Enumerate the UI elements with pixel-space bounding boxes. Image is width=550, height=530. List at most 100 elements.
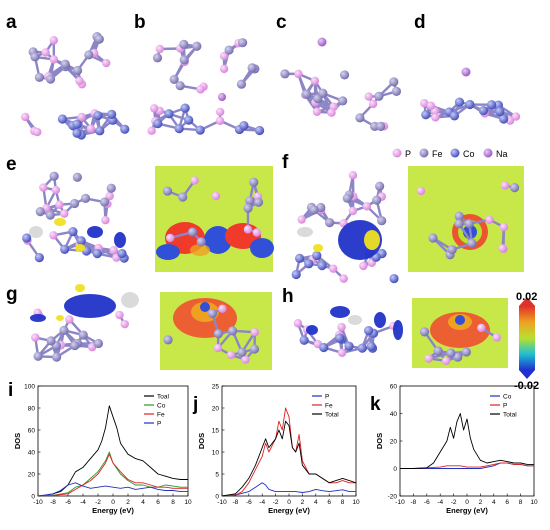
x-tick-label: 10	[184, 499, 192, 506]
metal-atom	[325, 218, 335, 228]
metal-atom	[294, 253, 305, 264]
p-atom	[190, 176, 199, 185]
metal-atom	[453, 352, 463, 362]
p-atom	[362, 202, 372, 211]
density-map-f	[408, 166, 524, 272]
plot-frame	[221, 385, 357, 497]
x-tick-label: 4	[492, 499, 496, 506]
metal-atom	[236, 79, 247, 89]
density-lobe	[374, 312, 386, 328]
metal-atom	[72, 119, 82, 129]
p-atom	[215, 107, 225, 117]
density-lobe	[297, 227, 313, 237]
metal-atom	[478, 106, 489, 116]
y-tick-label: 40	[28, 449, 36, 456]
metal-atom	[207, 308, 218, 319]
density-lobe	[348, 315, 362, 325]
p-atom	[75, 76, 84, 86]
y-tick-label: 20	[212, 405, 220, 412]
p-atom	[49, 36, 59, 45]
p-atom	[102, 58, 111, 68]
panel-label-g: g	[6, 284, 18, 305]
metal-atom	[80, 193, 91, 204]
x-tick-label: -10	[217, 499, 227, 506]
metal-atom	[421, 110, 431, 120]
metal-atom	[344, 341, 354, 351]
legend-swatch-co	[450, 148, 460, 158]
metal-atom	[245, 196, 255, 206]
metal-atom	[486, 100, 497, 110]
metal-atom	[454, 97, 465, 107]
metal-atom	[449, 111, 460, 121]
metal-atom	[253, 197, 264, 207]
metal-atom	[391, 86, 402, 97]
p-atom	[426, 101, 436, 110]
legend-label-fe: Fe	[157, 411, 165, 418]
metal-atom	[374, 91, 384, 101]
element-legend: P Fe Co Na	[392, 148, 508, 159]
y-axis-label: DOS	[375, 433, 384, 449]
colorbar-gradient	[519, 306, 535, 370]
metal-atom	[196, 237, 206, 247]
x-tick-label: 4	[314, 499, 318, 506]
y-tick-label: 25	[212, 383, 220, 390]
structure-d	[420, 67, 521, 125]
x-tick-label: -4	[437, 499, 443, 506]
p-atom	[252, 228, 262, 237]
x-tick-label: 2	[301, 499, 305, 506]
metal-atom	[49, 171, 59, 181]
p-atom	[21, 112, 30, 122]
x-tick-label: -4	[80, 499, 86, 506]
series-line-fe	[38, 453, 188, 496]
x-tick-label: -6	[246, 499, 252, 506]
metal-atom	[464, 219, 474, 229]
density-lobe	[338, 220, 382, 260]
p-atom	[327, 108, 336, 117]
metal-atom	[33, 351, 43, 361]
panel-label-h: h	[282, 286, 294, 307]
x-tick-label: -8	[233, 499, 239, 506]
metal-atom	[93, 338, 104, 349]
metal-atom	[376, 121, 386, 131]
metal-atom	[375, 181, 385, 191]
p-atom	[219, 51, 229, 61]
panel-label-b: b	[134, 12, 146, 33]
p-atom	[196, 85, 205, 94]
metal-atom	[174, 123, 184, 134]
series-line-p	[222, 482, 356, 496]
metal-atom	[467, 238, 477, 248]
na-atom	[317, 37, 327, 47]
p-atom	[77, 112, 86, 122]
p-atom	[105, 191, 114, 201]
density-map-h	[412, 298, 508, 368]
x-axis-label: Energy (eV)	[268, 506, 310, 515]
metal-atom	[72, 65, 83, 76]
metal-atom	[94, 34, 104, 44]
metal-atom	[213, 329, 223, 339]
na-atom	[218, 93, 226, 101]
p-atom	[41, 48, 50, 57]
colorbar-max-label: 0.02	[516, 291, 537, 303]
p-atom	[364, 92, 373, 101]
y-tick-label: 80	[28, 405, 36, 412]
metal-atom	[247, 63, 257, 73]
structure-a	[21, 31, 130, 140]
metal-atom	[366, 341, 376, 351]
metal-atom	[84, 50, 94, 60]
x-tick-label: 6	[327, 499, 331, 506]
metal-atom	[447, 245, 457, 255]
y-tick-label: 60	[28, 427, 36, 434]
metal-atom	[428, 233, 438, 243]
series-line-total	[400, 413, 534, 469]
structure-c	[280, 37, 402, 131]
p-atom	[310, 76, 320, 86]
x-tick-label: 2	[126, 499, 130, 506]
p-atom	[55, 200, 64, 209]
series-line-toal	[38, 405, 188, 496]
x-tick-label: 10	[352, 499, 360, 506]
density-lobe	[30, 314, 46, 322]
p-atom	[155, 44, 165, 54]
y-axis-label: DOS	[13, 433, 22, 449]
metal-atom	[339, 70, 350, 80]
